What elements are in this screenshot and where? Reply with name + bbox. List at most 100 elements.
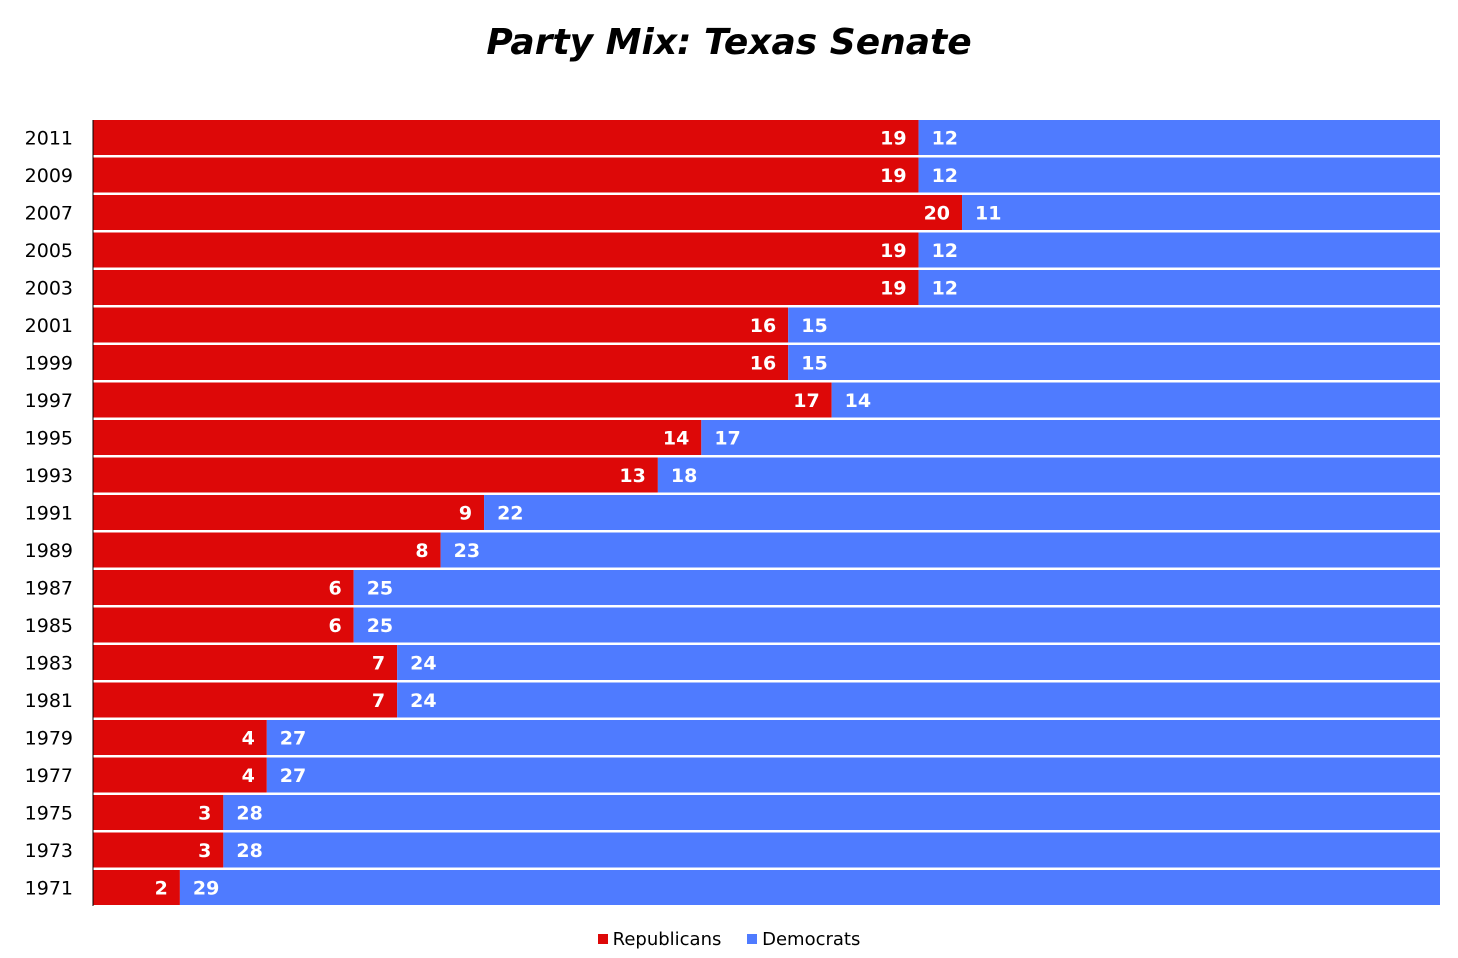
- data-label-democrats-1999: 15: [801, 353, 827, 375]
- data-label-democrats-1991: 22: [497, 503, 523, 525]
- bar-republicans-1991: [93, 495, 485, 530]
- data-label-republicans-2005: 19: [880, 240, 906, 262]
- legend-swatch-democrats: [747, 934, 758, 944]
- y-tick-label-1991: 1991: [25, 503, 73, 525]
- bar-democrats-1975: [223, 795, 1440, 830]
- y-tick-labels: 2011 2009 2007 2005 2003 2001 1999 1997 1995 1993…: [25, 128, 73, 900]
- bar-republicans-2005: [93, 232, 919, 268]
- bar-democrats-1971: [179, 870, 1441, 905]
- y-tick-label-2001: 2001: [25, 315, 73, 337]
- data-label-republicans-1985: 6: [328, 615, 341, 637]
- bars-group: 19 12 19 12 20 11 19 12 19 12 16 15 16 15 17 14 14 17 13 18…: [93, 120, 1441, 905]
- bar-republicans-1981: [93, 682, 398, 718]
- bar-republicans-1995: [93, 420, 702, 455]
- bar-republicans-1983: [93, 645, 398, 680]
- bar-republicans-1975: [93, 795, 224, 830]
- bar-democrats-1993: [657, 457, 1440, 493]
- bar-democrats-1989: [440, 532, 1440, 568]
- data-label-republicans-2007: 20: [924, 203, 950, 225]
- bar-republicans-1993: [93, 457, 658, 493]
- data-label-republicans-1989: 8: [415, 540, 428, 562]
- data-label-democrats-1987: 25: [367, 578, 393, 600]
- data-label-democrats-2009: 12: [932, 165, 958, 187]
- data-label-republicans-1991: 9: [459, 503, 472, 525]
- legend-item-democrats: Democrats: [747, 929, 860, 950]
- data-label-democrats-1993: 18: [671, 465, 697, 487]
- y-tick-label-1995: 1995: [25, 428, 73, 450]
- data-label-democrats-1977: 27: [280, 765, 306, 787]
- data-label-democrats-1979: 27: [280, 728, 306, 750]
- y-tick-label-1999: 1999: [25, 353, 73, 375]
- bar-republicans-1997: [93, 382, 832, 418]
- y-tick-label-1975: 1975: [25, 803, 73, 825]
- bar-republicans-1985: [93, 607, 354, 643]
- data-label-democrats-1981: 24: [410, 690, 436, 712]
- data-label-republicans-2001: 16: [750, 315, 776, 337]
- bar-republicans-1971: [93, 870, 180, 905]
- data-label-republicans-1971: 2: [155, 878, 168, 900]
- bar-democrats-2011: [918, 120, 1440, 155]
- bar-republicans-2007: [93, 195, 963, 230]
- data-label-republicans-1977: 4: [242, 765, 255, 787]
- data-label-republicans-1987: 6: [328, 578, 341, 600]
- y-tick-label-2011: 2011: [25, 128, 73, 150]
- bar-republicans-1989: [93, 532, 441, 568]
- bar-republicans-1999: [93, 345, 789, 380]
- bar-republicans-1977: [93, 757, 267, 793]
- bar-republicans-1987: [93, 570, 354, 605]
- bar-democrats-2003: [918, 270, 1440, 305]
- data-label-democrats-1983: 24: [410, 653, 436, 675]
- bar-republicans-1979: [93, 720, 267, 755]
- legend: Republicans Democrats: [0, 929, 1458, 950]
- bar-democrats-1997: [831, 382, 1440, 418]
- data-label-republicans-2003: 19: [880, 278, 906, 300]
- data-label-republicans-2009: 19: [880, 165, 906, 187]
- data-label-republicans-1973: 3: [198, 840, 211, 862]
- data-label-republicans-1983: 7: [372, 653, 385, 675]
- bar-democrats-2001: [788, 307, 1440, 343]
- y-tick-label-2005: 2005: [25, 240, 73, 262]
- y-tick-label-1985: 1985: [25, 615, 73, 637]
- legend-item-republicans: Republicans: [597, 929, 722, 950]
- bar-democrats-2005: [918, 232, 1440, 268]
- y-tick-label-1971: 1971: [25, 878, 73, 900]
- bar-democrats-1977: [266, 757, 1441, 793]
- data-label-democrats-2003: 12: [932, 278, 958, 300]
- bar-democrats-2009: [918, 157, 1440, 193]
- data-label-democrats-1973: 28: [236, 840, 262, 862]
- legend-label-democrats: Democrats: [762, 929, 861, 950]
- data-label-democrats-2001: 15: [801, 315, 827, 337]
- bar-democrats-1979: [266, 720, 1441, 755]
- bar-democrats-1987: [353, 570, 1440, 605]
- y-tick-label-2007: 2007: [25, 203, 73, 225]
- data-label-democrats-1985: 25: [367, 615, 393, 637]
- y-tick-label-1997: 1997: [25, 390, 73, 412]
- data-label-democrats-1989: 23: [454, 540, 480, 562]
- bar-democrats-1973: [223, 832, 1440, 868]
- bar-republicans-1973: [93, 832, 224, 868]
- data-label-democrats-2005: 12: [932, 240, 958, 262]
- bar-republicans-2003: [93, 270, 919, 305]
- data-label-republicans-1993: 13: [619, 465, 645, 487]
- bar-democrats-2007: [962, 195, 1440, 230]
- data-label-republicans-2011: 19: [880, 128, 906, 150]
- bar-democrats-1985: [353, 607, 1440, 643]
- y-tick-label-1983: 1983: [25, 653, 73, 675]
- bar-democrats-1991: [484, 495, 1440, 530]
- bar-democrats-1981: [397, 682, 1441, 718]
- legend-label-republicans: Republicans: [612, 929, 722, 950]
- y-tick-label-1993: 1993: [25, 465, 73, 487]
- data-label-democrats-1975: 28: [236, 803, 262, 825]
- data-label-democrats-1995: 17: [714, 428, 740, 450]
- bar-democrats-1995: [701, 420, 1440, 455]
- data-label-democrats-1997: 14: [845, 390, 871, 412]
- data-label-republicans-1979: 4: [242, 728, 255, 750]
- bar-republicans-2009: [93, 157, 919, 193]
- y-tick-label-2003: 2003: [25, 278, 73, 300]
- data-label-republicans-1981: 7: [372, 690, 385, 712]
- chart-title: Party Mix: Texas Senate: [486, 22, 972, 63]
- y-tick-label-1989: 1989: [25, 540, 73, 562]
- data-label-democrats-2007: 11: [975, 203, 1001, 225]
- y-tick-label-1979: 1979: [25, 728, 73, 750]
